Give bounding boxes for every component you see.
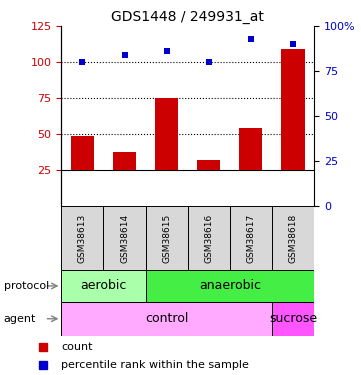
Bar	[113, 152, 136, 170]
Bar	[272, 206, 314, 270]
Text: anaerobic: anaerobic	[199, 279, 261, 292]
Bar	[188, 206, 230, 270]
Text: GSM38615: GSM38615	[162, 213, 171, 263]
Text: sucrose: sucrose	[269, 312, 317, 325]
Text: protocol: protocol	[4, 281, 49, 291]
Text: GSM38613: GSM38613	[78, 213, 87, 263]
Bar	[282, 49, 305, 170]
Bar	[272, 302, 314, 336]
Bar	[230, 206, 272, 270]
Bar	[197, 160, 220, 170]
Text: GSM38618: GSM38618	[288, 213, 297, 263]
Bar	[145, 270, 314, 302]
Bar	[155, 98, 178, 170]
Text: count: count	[61, 342, 93, 352]
Bar	[104, 206, 145, 270]
Bar	[61, 270, 145, 302]
Text: aerobic: aerobic	[80, 279, 127, 292]
Text: GSM38617: GSM38617	[247, 213, 255, 263]
Text: GSM38616: GSM38616	[204, 213, 213, 263]
Bar	[71, 136, 94, 170]
Text: agent: agent	[4, 314, 36, 324]
Bar	[239, 129, 262, 170]
Bar	[145, 206, 188, 270]
Bar	[61, 206, 104, 270]
Text: control: control	[145, 312, 188, 325]
Text: GSM38614: GSM38614	[120, 214, 129, 262]
Text: percentile rank within the sample: percentile rank within the sample	[61, 360, 249, 370]
Bar	[61, 302, 272, 336]
Title: GDS1448 / 249931_at: GDS1448 / 249931_at	[111, 10, 264, 24]
